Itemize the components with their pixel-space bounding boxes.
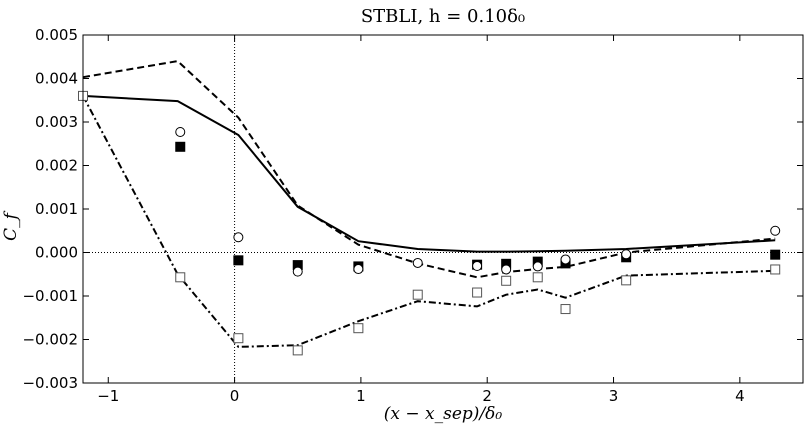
chart-title: STBLI, h = 0.10δ₀ — [361, 6, 525, 27]
open-square-point — [621, 275, 632, 286]
filled-square-point — [233, 255, 244, 266]
y-tick-label: −0.003 — [22, 374, 78, 392]
open-square-point — [770, 264, 781, 275]
open-circle-point — [560, 254, 571, 265]
open-square-point — [233, 333, 244, 344]
dashed-line — [82, 60, 776, 279]
series-markers — [78, 90, 781, 356]
y-tick-label: 0.002 — [35, 157, 78, 175]
open-square-point — [175, 272, 186, 283]
open-square-point — [412, 289, 423, 300]
x-axis-label: (x − x_sep)/δ₀ — [384, 404, 503, 424]
open-square-point — [472, 287, 483, 298]
open-circle-point — [770, 225, 781, 236]
open-circle-point — [292, 266, 303, 277]
open-square-point — [292, 345, 303, 356]
x-tick-label: 3 — [609, 387, 619, 405]
x-tick-label: −1 — [97, 387, 119, 405]
x-tick-label: 2 — [482, 387, 492, 405]
y-tick-label: 0.000 — [35, 244, 78, 262]
open-circle-point — [353, 264, 364, 275]
dash-dot-line — [82, 95, 776, 348]
y-tick-label: 0.005 — [35, 26, 78, 44]
filled-square-point — [175, 141, 186, 152]
open-circle-point — [412, 257, 423, 268]
open-square-point — [353, 323, 364, 334]
series-lines — [82, 60, 776, 348]
y-tick-label: 0.003 — [35, 113, 78, 131]
open-square-point — [532, 272, 543, 283]
x-tick-label: 0 — [230, 387, 240, 405]
open-circle-point — [501, 264, 512, 275]
open-square-point — [501, 275, 512, 286]
open-square-point — [560, 304, 571, 315]
x-tick-label: 1 — [356, 387, 366, 405]
open-circle-point — [233, 232, 244, 243]
reference-lines — [83, 35, 803, 383]
y-tick-label: −0.001 — [22, 287, 78, 305]
plot-frame — [82, 34, 804, 384]
filled-square-point — [770, 249, 781, 260]
open-circle-point — [472, 260, 483, 271]
axis-ticks: −1 0 1 2 3 4 −0.003 −0.002 −0.001 0.000 0.001 0.002… — [22, 26, 803, 405]
open-circle-point — [621, 249, 632, 260]
y-tick-label: −0.002 — [22, 331, 78, 349]
y-tick-label: 0.004 — [35, 70, 78, 88]
y-tick-label: 0.001 — [35, 200, 78, 218]
open-circle-point — [532, 261, 543, 272]
open-circle-point — [175, 127, 186, 138]
solid-line — [82, 94, 776, 253]
y-axis-label: C_f — [1, 210, 21, 241]
x-tick-label: 4 — [735, 387, 745, 405]
